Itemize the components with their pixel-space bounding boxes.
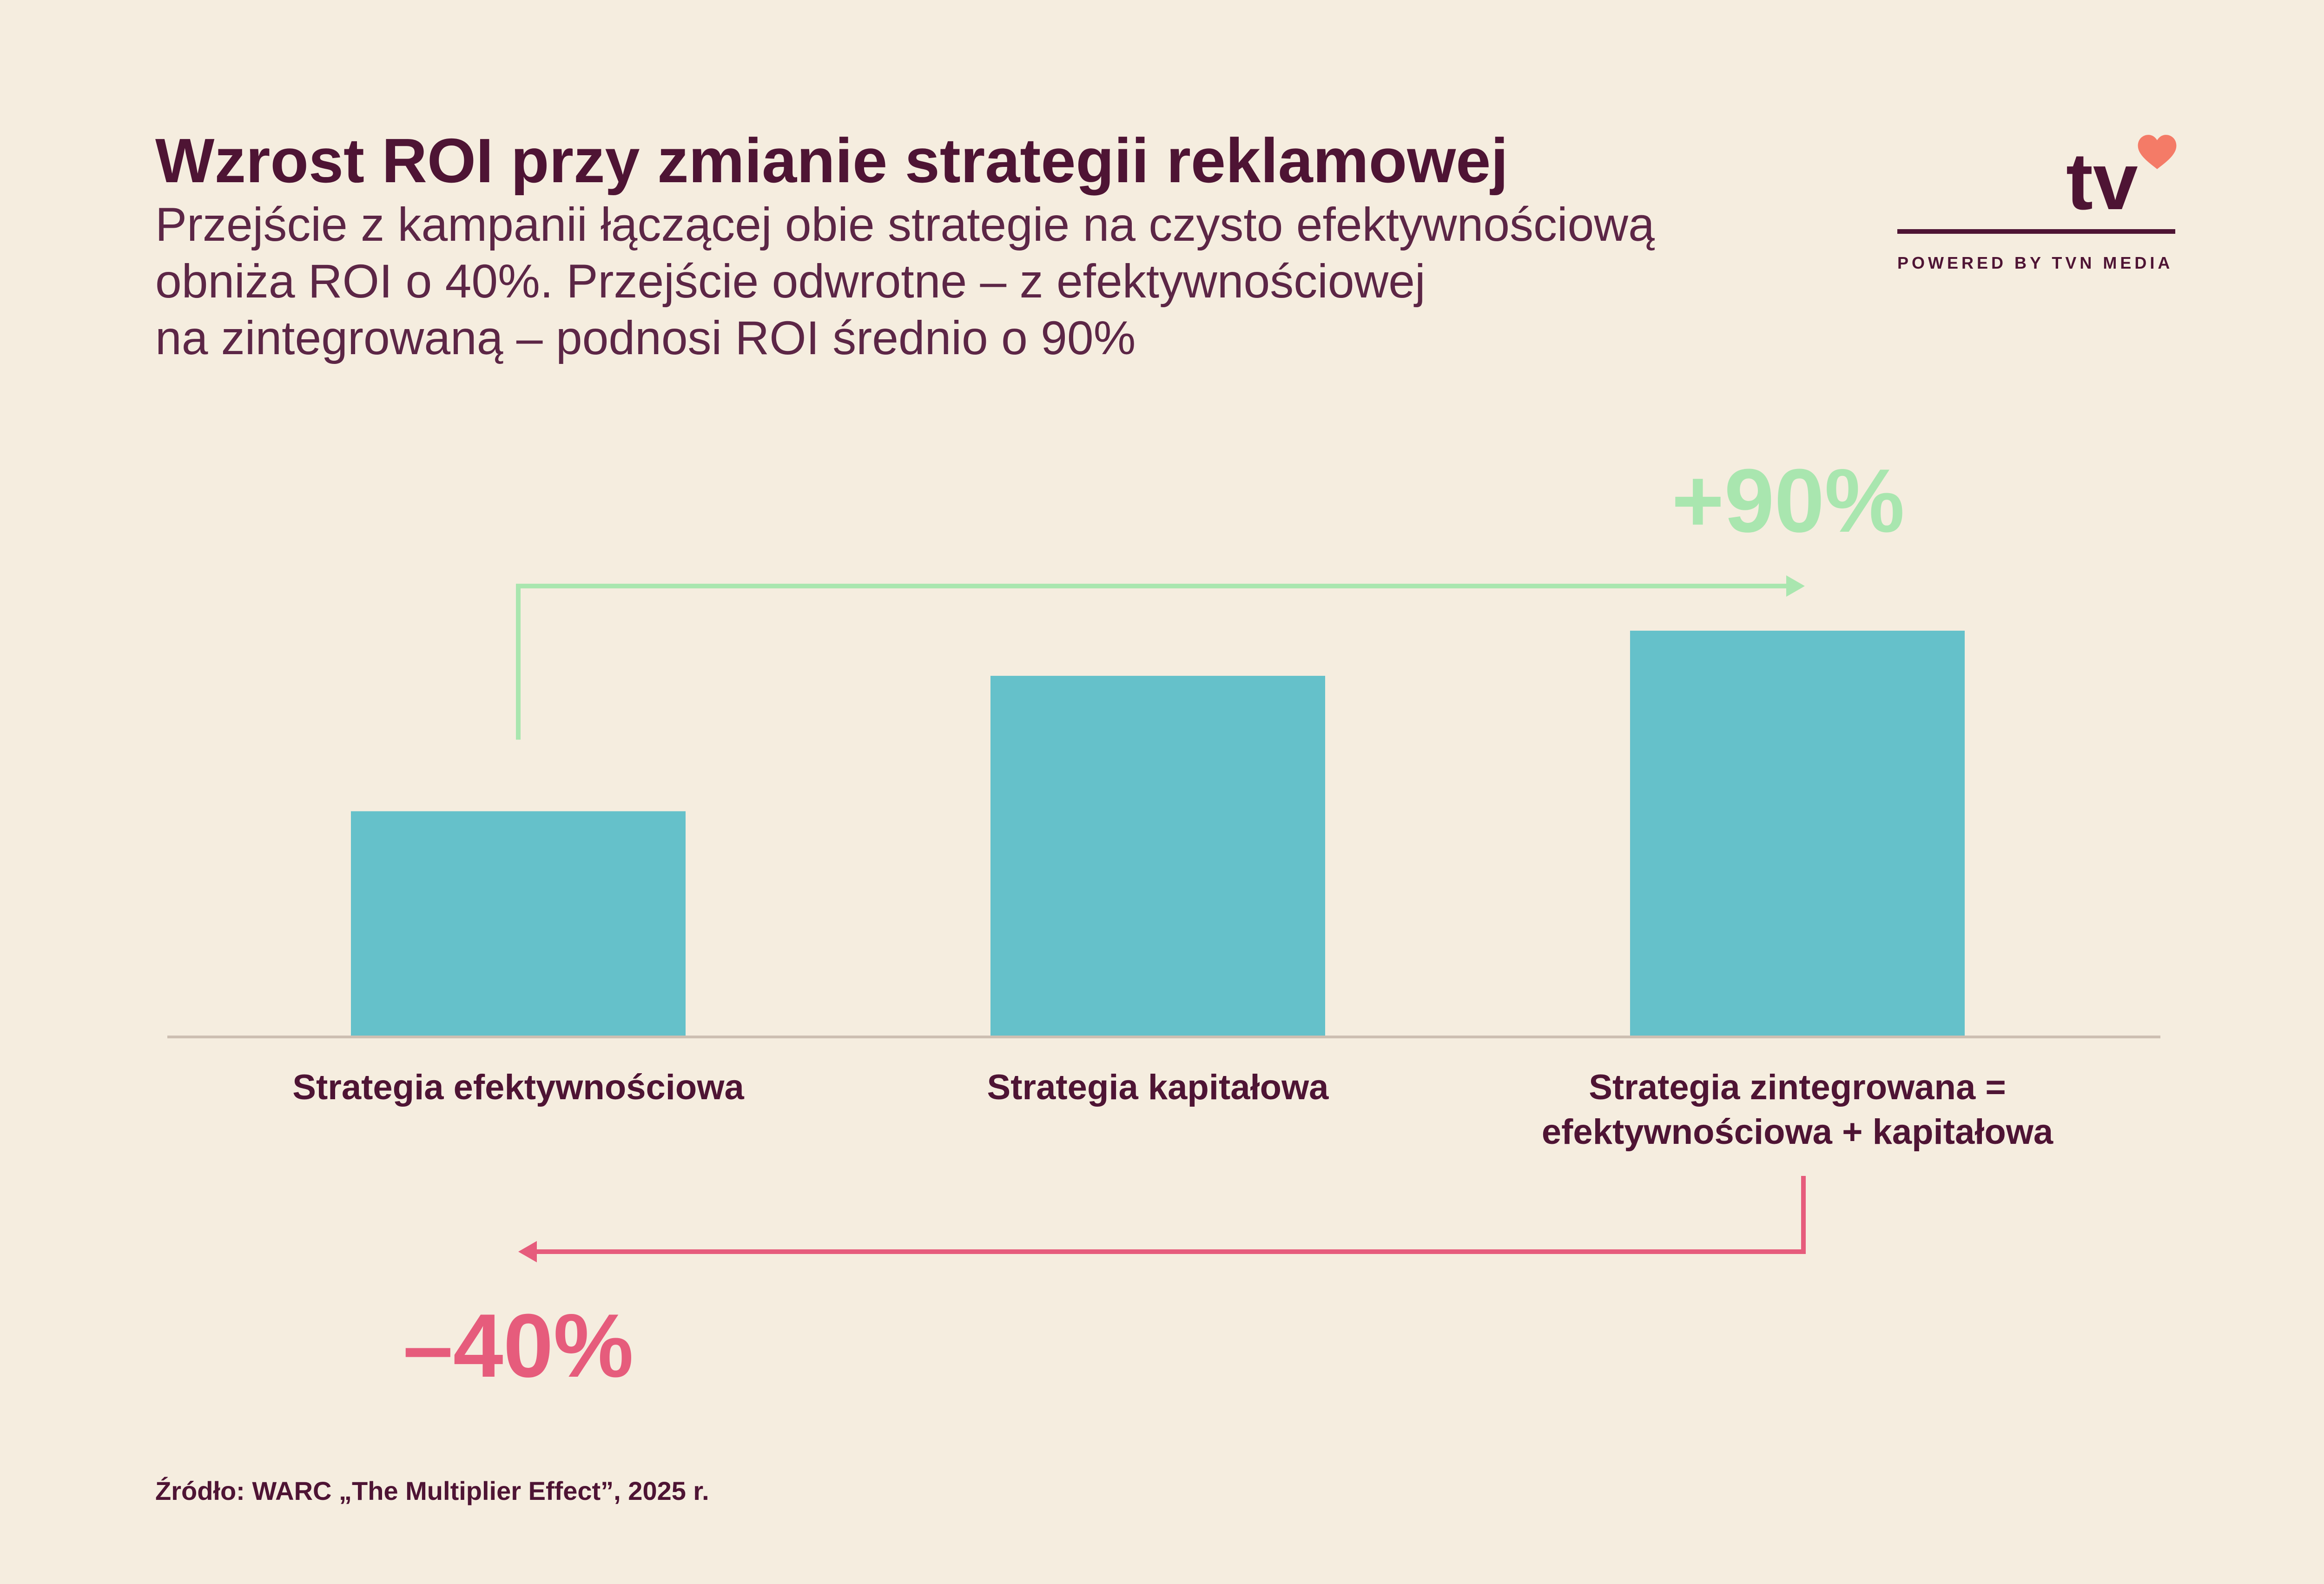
source-note: Źródło: WARC „The Multiplier Effect”, 20… bbox=[155, 1476, 709, 1505]
increase-arrowhead bbox=[1786, 575, 1805, 597]
category-label: Strategia efektywnościowa bbox=[292, 1068, 744, 1107]
decrease-arrow bbox=[532, 1176, 1806, 1254]
chart-title: Wzrost ROI przy zmianie strategii reklam… bbox=[155, 125, 1508, 196]
decrease-arrowhead bbox=[518, 1241, 537, 1262]
heart-icon-shape bbox=[2138, 135, 2177, 169]
increase-arrow bbox=[516, 583, 1791, 740]
logo-tagline: POWERED BY TVN MEDIA bbox=[1897, 253, 2173, 272]
bar-series bbox=[351, 630, 1965, 1037]
category-label: Strategia zintegrowana = efektywnościowa… bbox=[1541, 1068, 2053, 1152]
chart-subtitle: Przejście z kampanii łączącej obie strat… bbox=[155, 198, 1655, 364]
increase-annotation-label: +90% bbox=[1671, 450, 1905, 551]
change-arrows bbox=[516, 575, 1806, 1262]
logo-wordmark: tv bbox=[2066, 136, 2138, 226]
bar-2 bbox=[1630, 630, 1965, 1037]
bar-0 bbox=[351, 811, 686, 1037]
logo-divider bbox=[1897, 229, 2175, 234]
decrease-annotation-label: –40% bbox=[403, 1295, 634, 1396]
heart-icon bbox=[2138, 135, 2177, 169]
bar-1 bbox=[990, 676, 1325, 1037]
category-label: Strategia kapitałowa bbox=[987, 1068, 1329, 1107]
